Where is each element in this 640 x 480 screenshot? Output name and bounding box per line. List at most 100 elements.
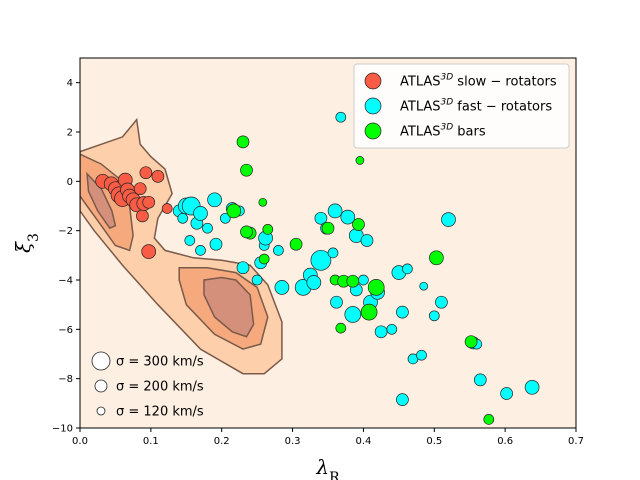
fast-rotators-point <box>177 212 189 224</box>
bars-point <box>367 279 385 296</box>
fast-rotators-point <box>314 211 328 225</box>
y-axis-label: ξ3 <box>11 233 42 253</box>
x-tick-label: 0.3 <box>285 436 301 447</box>
legend-marker <box>364 72 382 90</box>
bars-point <box>429 250 444 266</box>
fast-rotators-point <box>396 393 409 406</box>
fast-rotators-point <box>207 192 222 208</box>
fast-rotators-point <box>473 373 487 387</box>
bars-point <box>240 225 253 239</box>
fast-rotators-point <box>344 306 362 323</box>
fast-rotators-point <box>360 234 374 247</box>
bars-point <box>262 224 274 235</box>
fast-rotators-point <box>358 274 369 286</box>
x-tick-label: 0.7 <box>568 436 584 447</box>
y-tick-label: −6 <box>58 325 73 336</box>
x-tick-label: 0.0 <box>72 436 88 447</box>
bars-point <box>352 218 365 231</box>
slow-rotators-point <box>161 203 173 214</box>
x-tick-label: 0.4 <box>355 436 371 447</box>
fast-rotators-point <box>428 310 440 322</box>
bars-point <box>226 203 242 219</box>
x-tick-label: 0.2 <box>214 436 230 447</box>
bars-point <box>236 135 250 149</box>
bars-point <box>258 197 268 207</box>
fast-rotators-point <box>273 245 284 256</box>
fast-rotators-point <box>335 111 347 123</box>
fast-rotators-point <box>327 203 343 219</box>
data-points <box>95 111 540 425</box>
contour-inner-left <box>86 171 117 230</box>
fast-rotators-point <box>195 245 206 256</box>
fast-rotators-point <box>310 249 332 271</box>
fast-rotators-point <box>219 212 231 224</box>
y-tick-label: −10 <box>52 424 73 435</box>
bars-point <box>258 253 270 265</box>
fast-rotators-point <box>500 387 513 400</box>
fast-rotators-point <box>435 295 448 309</box>
bars-point <box>464 335 478 349</box>
fast-rotators-point <box>441 212 456 227</box>
fast-rotators-point <box>416 349 427 361</box>
size-legend-marker <box>91 351 111 371</box>
size-legend-label: σ = 300 km/s <box>116 355 204 370</box>
fast-rotators-point <box>306 275 322 290</box>
y-axis: −10 −8 −6 −4 −2 0 2 4 <box>52 78 80 435</box>
slow-rotators-point <box>151 170 165 183</box>
fast-rotators-point <box>202 222 213 234</box>
legend-marker <box>364 97 382 115</box>
y-tick-label: 2 <box>67 128 73 139</box>
x-axis-label: λR <box>315 455 340 480</box>
bars-point <box>240 163 253 177</box>
fast-rotators-point <box>524 379 540 395</box>
x-tick-label: 0.5 <box>426 436 442 447</box>
fast-rotators-point <box>374 325 388 339</box>
y-tick-label: 4 <box>67 78 73 89</box>
fast-rotators-point <box>209 237 223 251</box>
contour-inner-right <box>203 276 255 338</box>
fast-rotators-point <box>193 206 208 221</box>
size-legend-marker <box>94 379 108 393</box>
fast-rotators-point <box>274 280 290 295</box>
slow-rotators-point <box>133 182 147 196</box>
fast-rotators-point <box>340 209 356 225</box>
y-tick-label: −8 <box>58 374 73 385</box>
fast-rotators-point <box>386 323 398 335</box>
slow-rotators-point <box>136 209 149 223</box>
size-legend-label: σ = 120 km/s <box>116 405 204 420</box>
bars-point <box>346 274 360 288</box>
size-legend-label: σ = 200 km/s <box>116 380 204 395</box>
fast-rotators-point <box>251 274 263 286</box>
y-tick-label: −4 <box>58 276 73 287</box>
legend-label: ATLAS3D slow − rotators <box>400 73 557 90</box>
y-tick-label: −2 <box>58 226 73 237</box>
bars-point <box>360 303 378 321</box>
bars-point <box>289 237 303 251</box>
slow-rotators-point <box>142 195 156 209</box>
bars-point <box>355 156 365 165</box>
fast-rotators-point <box>327 247 339 259</box>
x-tick-label: 0.1 <box>143 436 159 447</box>
size-legend-marker <box>96 406 106 416</box>
legend-label: ATLAS3D fast − rotators <box>400 98 552 115</box>
slow-rotators-point <box>139 166 153 180</box>
y-tick-label: 0 <box>67 177 73 188</box>
x-tick-label: 0.6 <box>497 436 513 447</box>
fast-rotators-point <box>419 281 429 291</box>
size-legend: σ = 300 km/s σ = 200 km/s σ = 120 km/s <box>91 351 204 420</box>
fast-rotators-point <box>184 235 196 246</box>
x-axis: 0.0 0.1 0.2 0.3 0.4 0.5 0.6 0.7 <box>72 428 584 447</box>
legend-box <box>353 63 570 149</box>
bars-point <box>483 414 495 425</box>
plot-frame <box>79 57 577 429</box>
fast-rotators-point <box>402 263 413 275</box>
legend: ATLAS3D slow − rotators ATLAS3D fast − ro… <box>353 63 570 149</box>
fast-rotators-point <box>236 261 250 275</box>
fast-rotators-point <box>330 295 343 309</box>
bars-point <box>321 221 335 235</box>
legend-marker <box>364 122 382 140</box>
bars-point <box>335 322 347 334</box>
fast-rotators-point <box>396 305 409 319</box>
legend-label: ATLAS3D bars <box>400 123 486 140</box>
